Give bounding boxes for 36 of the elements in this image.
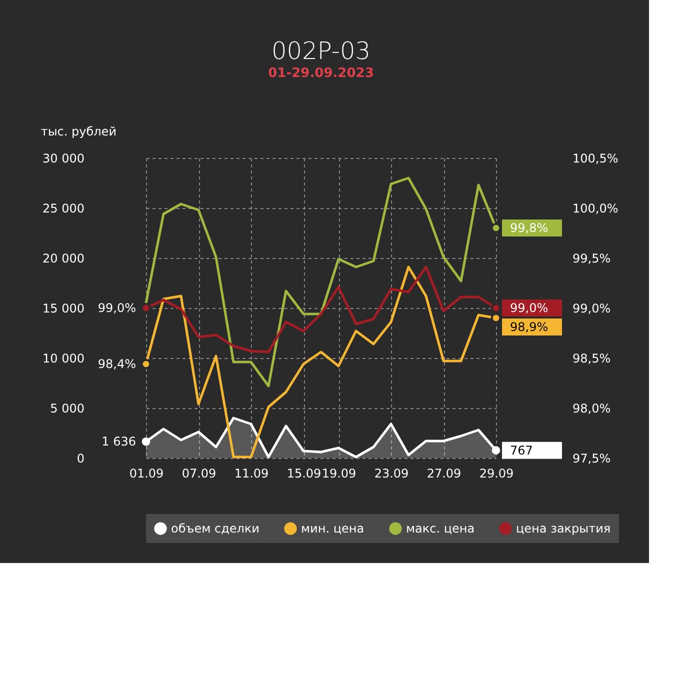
y-tick-label: 30 000 xyxy=(42,152,84,166)
y2-tick-label: 97,5% xyxy=(572,452,611,466)
x-tick-label: 15.09 xyxy=(286,466,322,480)
y-tick-label: 0 xyxy=(76,452,84,466)
chart-subtitle: 01-29.09.2023 xyxy=(268,66,374,81)
y-axis-title: тыс. рублей xyxy=(40,124,116,138)
legend-label: цена закрытия xyxy=(516,522,611,536)
y2-tick-label: 100,5% xyxy=(572,152,618,166)
x-tick-label: 19.09 xyxy=(322,466,356,480)
x-tick-label: 27.09 xyxy=(426,466,462,480)
x-tick-label: 29.09 xyxy=(479,466,514,480)
data-label: 1 636 xyxy=(102,434,136,449)
x-tick-label: 01.09 xyxy=(129,466,164,480)
legend-label: объем сделки xyxy=(171,522,260,536)
y2-tick-label: 100,0% xyxy=(572,202,618,216)
y2-tick-label: 99,0% xyxy=(572,302,611,316)
y2-tick-label: 99,5% xyxy=(572,252,611,266)
data-label: 99,8% xyxy=(510,221,548,235)
x-tick-label: 23.09 xyxy=(374,466,409,480)
y-tick-label: 15 000 xyxy=(42,302,84,316)
y-tick-label: 10 000 xyxy=(42,352,84,366)
data-label: 98,9% xyxy=(510,320,548,334)
x-tick-label: 11.09 xyxy=(234,466,269,480)
y-tick-label: 25 000 xyxy=(42,202,84,216)
data-label: 99,0% xyxy=(98,301,136,315)
chart-title: 002P-03 xyxy=(272,37,370,65)
y-tick-label: 20 000 xyxy=(42,252,84,266)
y2-tick-label: 98,0% xyxy=(572,402,611,416)
y2-tick-label: 98,5% xyxy=(572,352,611,366)
data-label: 98,4% xyxy=(98,357,136,371)
legend-label: макс. цена xyxy=(406,522,475,536)
data-label: 767 xyxy=(510,443,533,458)
y-tick-label: 5 000 xyxy=(50,402,84,416)
legend-label: мин. цена xyxy=(301,522,364,536)
data-label: 99,0% xyxy=(510,301,548,315)
x-tick-label: 07.09 xyxy=(182,466,216,480)
